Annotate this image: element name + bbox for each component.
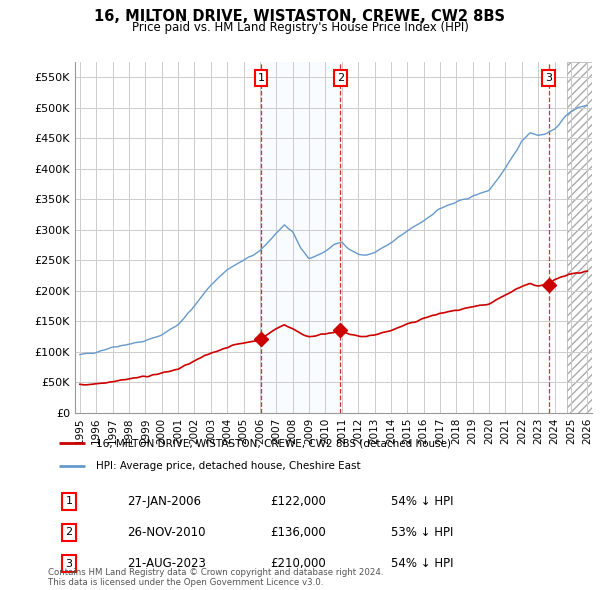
Text: 3: 3 (65, 559, 73, 569)
Text: 16, MILTON DRIVE, WISTASTON, CREWE, CW2 8BS: 16, MILTON DRIVE, WISTASTON, CREWE, CW2 … (95, 9, 505, 24)
Text: 1: 1 (257, 73, 265, 83)
Text: 26-NOV-2010: 26-NOV-2010 (127, 526, 206, 539)
Text: £136,000: £136,000 (270, 526, 326, 539)
Text: £122,000: £122,000 (270, 495, 326, 508)
Text: Contains HM Land Registry data © Crown copyright and database right 2024.
This d: Contains HM Land Registry data © Crown c… (48, 568, 383, 587)
Text: 53% ↓ HPI: 53% ↓ HPI (391, 526, 454, 539)
Text: 16, MILTON DRIVE, WISTASTON, CREWE, CW2 8BS (detached house): 16, MILTON DRIVE, WISTASTON, CREWE, CW2 … (95, 438, 451, 448)
Text: £210,000: £210,000 (270, 557, 326, 570)
Text: 54% ↓ HPI: 54% ↓ HPI (391, 557, 454, 570)
Text: 2: 2 (65, 527, 73, 537)
Text: Price paid vs. HM Land Registry's House Price Index (HPI): Price paid vs. HM Land Registry's House … (131, 21, 469, 34)
Text: 2: 2 (337, 73, 344, 83)
Text: HPI: Average price, detached house, Cheshire East: HPI: Average price, detached house, Ches… (95, 461, 360, 471)
Text: 27-JAN-2006: 27-JAN-2006 (127, 495, 201, 508)
Text: 3: 3 (545, 73, 552, 83)
Text: 21-AUG-2023: 21-AUG-2023 (127, 557, 206, 570)
Bar (261, 62, 340, 413)
Text: 1: 1 (65, 496, 73, 506)
Text: 54% ↓ HPI: 54% ↓ HPI (391, 495, 454, 508)
